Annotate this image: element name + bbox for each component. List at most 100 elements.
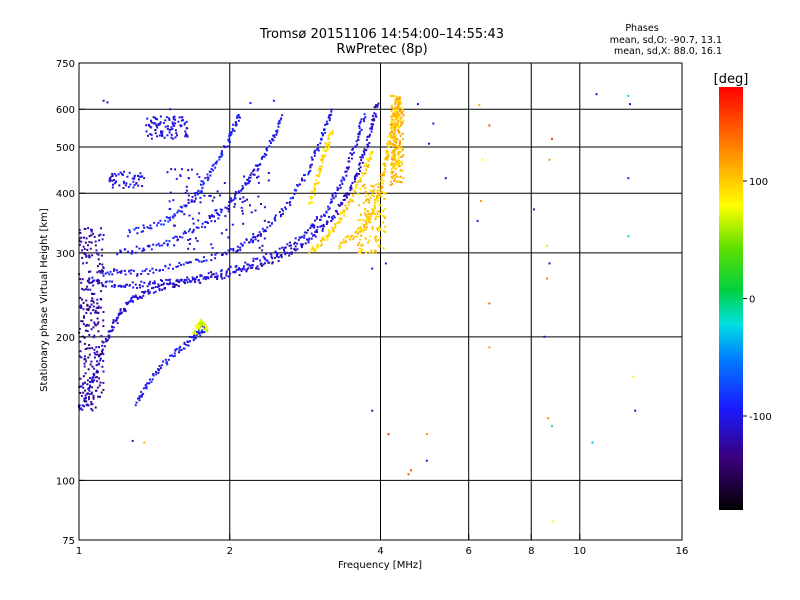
data-point bbox=[257, 175, 260, 178]
data-point bbox=[300, 246, 303, 249]
data-point bbox=[327, 145, 330, 148]
data-point bbox=[98, 262, 101, 265]
data-point bbox=[364, 237, 367, 240]
data-point bbox=[390, 120, 393, 123]
data-point bbox=[141, 249, 144, 252]
data-point bbox=[297, 238, 300, 241]
data-point bbox=[328, 207, 331, 210]
data-point bbox=[551, 137, 553, 140]
data-point bbox=[257, 168, 260, 170]
data-point bbox=[82, 316, 85, 319]
data-point bbox=[98, 280, 101, 283]
data-point bbox=[167, 283, 170, 286]
data-point bbox=[376, 212, 379, 215]
data-point bbox=[357, 138, 360, 141]
data-point bbox=[96, 386, 99, 389]
data-point bbox=[344, 170, 347, 173]
data-point bbox=[197, 189, 200, 192]
data-point bbox=[390, 109, 393, 112]
data-point bbox=[269, 252, 272, 255]
data-point bbox=[193, 334, 195, 337]
data-point bbox=[399, 142, 401, 145]
data-point bbox=[326, 238, 329, 241]
data-point bbox=[92, 309, 95, 312]
data-point bbox=[95, 311, 98, 314]
data-point bbox=[296, 248, 299, 251]
data-point bbox=[227, 275, 230, 278]
data-point bbox=[343, 210, 346, 212]
data-point bbox=[395, 141, 398, 144]
data-point bbox=[236, 114, 239, 117]
data-point bbox=[330, 110, 333, 113]
data-point bbox=[278, 121, 281, 124]
data-point bbox=[266, 146, 269, 149]
stats-o-line: mean, sd,O: -90.7, 13.1 bbox=[610, 35, 722, 46]
data-point bbox=[280, 214, 282, 216]
data-point bbox=[251, 241, 254, 244]
data-point bbox=[142, 392, 145, 395]
data-point bbox=[330, 113, 333, 116]
data-point bbox=[83, 252, 86, 255]
data-point bbox=[360, 234, 363, 237]
data-point bbox=[323, 155, 326, 158]
data-point bbox=[360, 128, 363, 131]
data-point bbox=[392, 124, 395, 127]
data-point bbox=[345, 174, 348, 177]
data-point bbox=[254, 236, 257, 239]
data-point bbox=[238, 274, 241, 277]
data-point bbox=[397, 131, 400, 133]
data-point bbox=[137, 174, 139, 177]
data-point bbox=[328, 119, 331, 122]
data-point bbox=[392, 151, 394, 154]
data-point bbox=[397, 146, 400, 148]
data-point bbox=[103, 345, 106, 348]
data-point bbox=[252, 173, 255, 176]
data-point bbox=[204, 226, 206, 229]
data-point bbox=[349, 198, 352, 201]
data-point bbox=[389, 132, 392, 135]
data-point bbox=[274, 214, 277, 217]
data-point bbox=[89, 363, 92, 366]
data-point bbox=[196, 191, 198, 194]
data-point bbox=[215, 272, 218, 275]
data-point bbox=[357, 135, 360, 138]
data-point bbox=[360, 248, 363, 251]
data-point bbox=[278, 211, 281, 214]
data-point bbox=[151, 287, 153, 290]
data-point bbox=[314, 182, 316, 185]
data-point bbox=[240, 242, 243, 245]
data-point bbox=[173, 244, 176, 247]
data-point bbox=[369, 157, 372, 160]
data-point bbox=[178, 349, 181, 352]
data-point bbox=[127, 235, 130, 238]
data-point bbox=[246, 182, 248, 185]
data-point bbox=[149, 224, 152, 227]
data-point bbox=[186, 127, 189, 130]
data-point bbox=[332, 230, 335, 233]
data-point bbox=[88, 241, 91, 243]
data-point bbox=[393, 118, 396, 121]
data-point bbox=[127, 185, 130, 188]
data-point bbox=[150, 133, 153, 136]
data-point bbox=[214, 220, 216, 223]
data-point bbox=[288, 244, 291, 247]
data-point bbox=[634, 409, 637, 412]
data-point bbox=[331, 129, 334, 132]
data-point bbox=[148, 382, 151, 385]
data-point bbox=[387, 140, 390, 143]
data-point bbox=[327, 137, 330, 140]
data-point bbox=[242, 267, 245, 270]
data-point bbox=[225, 272, 228, 275]
data-point bbox=[176, 280, 179, 283]
data-point bbox=[354, 145, 357, 148]
data-point bbox=[102, 319, 105, 322]
data-point bbox=[155, 117, 158, 120]
data-point bbox=[271, 257, 274, 260]
data-point bbox=[397, 151, 400, 153]
data-point bbox=[327, 116, 330, 119]
data-point bbox=[309, 227, 312, 230]
data-point bbox=[324, 142, 327, 145]
data-point bbox=[371, 212, 374, 215]
data-point bbox=[100, 269, 103, 272]
data-point bbox=[245, 270, 248, 273]
